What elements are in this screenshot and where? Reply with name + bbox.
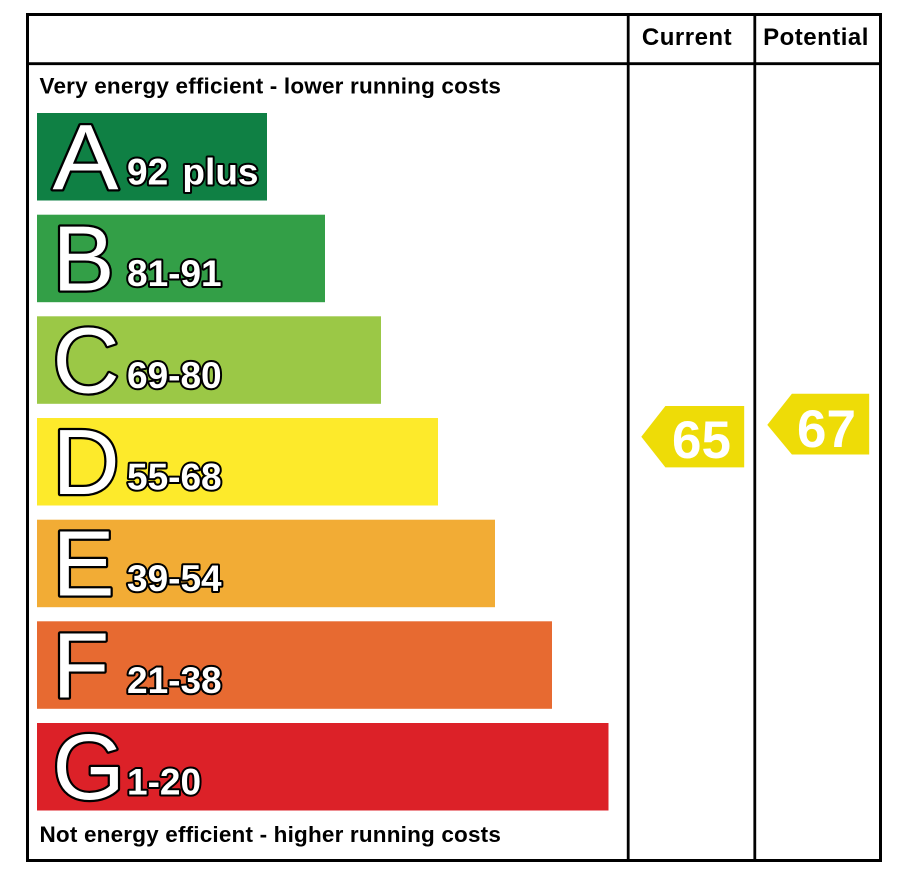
- svg-text:1-20: 1-20: [127, 762, 201, 803]
- svg-text:92 plus: 92 plus: [127, 152, 259, 193]
- svg-text:65: 65: [672, 411, 731, 470]
- svg-text:21-38: 21-38: [127, 660, 222, 701]
- svg-text:A: A: [53, 105, 119, 209]
- svg-text:67: 67: [797, 400, 856, 459]
- svg-text:F: F: [53, 613, 110, 717]
- svg-text:C: C: [53, 308, 120, 412]
- svg-text:Current: Current: [642, 24, 732, 51]
- svg-text:Potential: Potential: [763, 24, 869, 51]
- svg-text:E: E: [53, 512, 115, 616]
- svg-text:39-54: 39-54: [127, 558, 222, 599]
- svg-text:Not energy efficient - higher: Not energy efficient - higher running co…: [40, 822, 502, 847]
- svg-text:81-91: 81-91: [127, 253, 222, 294]
- svg-text:Very energy efficient - lower: Very energy efficient - lower running co…: [40, 73, 502, 98]
- svg-text:B: B: [53, 207, 115, 311]
- svg-text:55-68: 55-68: [127, 457, 222, 498]
- svg-text:G: G: [53, 715, 125, 819]
- svg-text:D: D: [53, 410, 120, 514]
- svg-text:69-80: 69-80: [127, 355, 222, 396]
